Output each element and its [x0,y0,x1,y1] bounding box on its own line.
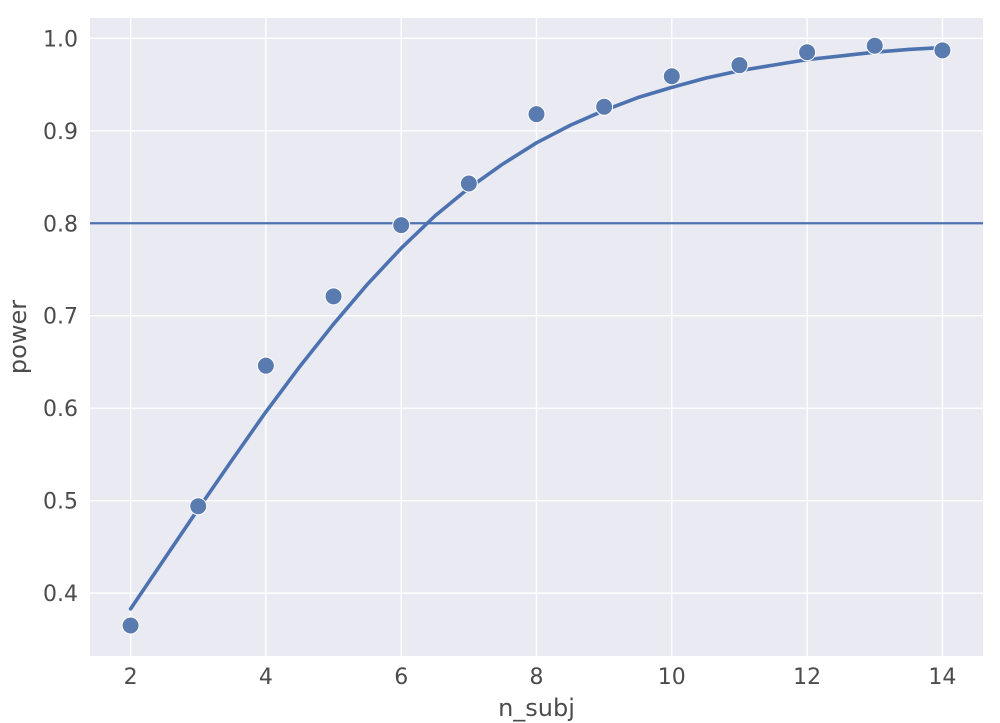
y-tick-label: 0.4 [43,582,78,607]
data-point [799,44,816,61]
y-tick-label: 0.8 [43,212,78,237]
data-point [663,68,680,85]
x-tick-label: 14 [928,665,956,690]
x-tick-label: 8 [530,665,544,690]
data-point [528,106,545,123]
x-tick-label: 2 [124,665,138,690]
y-tick-label: 0.7 [43,305,78,330]
data-point [460,175,477,192]
x-tick-label: 12 [793,665,821,690]
data-point [393,217,410,234]
data-point [190,498,207,515]
data-point [866,37,883,54]
x-axis-label: n_subj [498,694,575,722]
y-tick-label: 0.6 [43,397,78,422]
chart-svg: 2 4 6 8 10 12 14 0.4 0.5 0.6 0.7 0.8 0.9 1.0 n_subj pow… [0,0,1000,723]
y-axis-label: power [4,300,32,374]
y-tick-label: 0.9 [43,120,78,145]
y-tick-label: 0.5 [43,490,78,515]
data-point [596,98,613,115]
x-tick-label: 4 [259,665,273,690]
data-point [325,288,342,305]
data-point [122,617,139,634]
x-tick-label: 6 [394,665,408,690]
data-point [731,57,748,74]
y-tick-label: 1.0 [43,27,78,52]
data-point [934,42,951,59]
data-point [257,357,274,374]
power-curve-chart: 2 4 6 8 10 12 14 0.4 0.5 0.6 0.7 0.8 0.9 1.0 n_subj pow… [0,0,1000,723]
x-tick-label: 10 [658,665,686,690]
